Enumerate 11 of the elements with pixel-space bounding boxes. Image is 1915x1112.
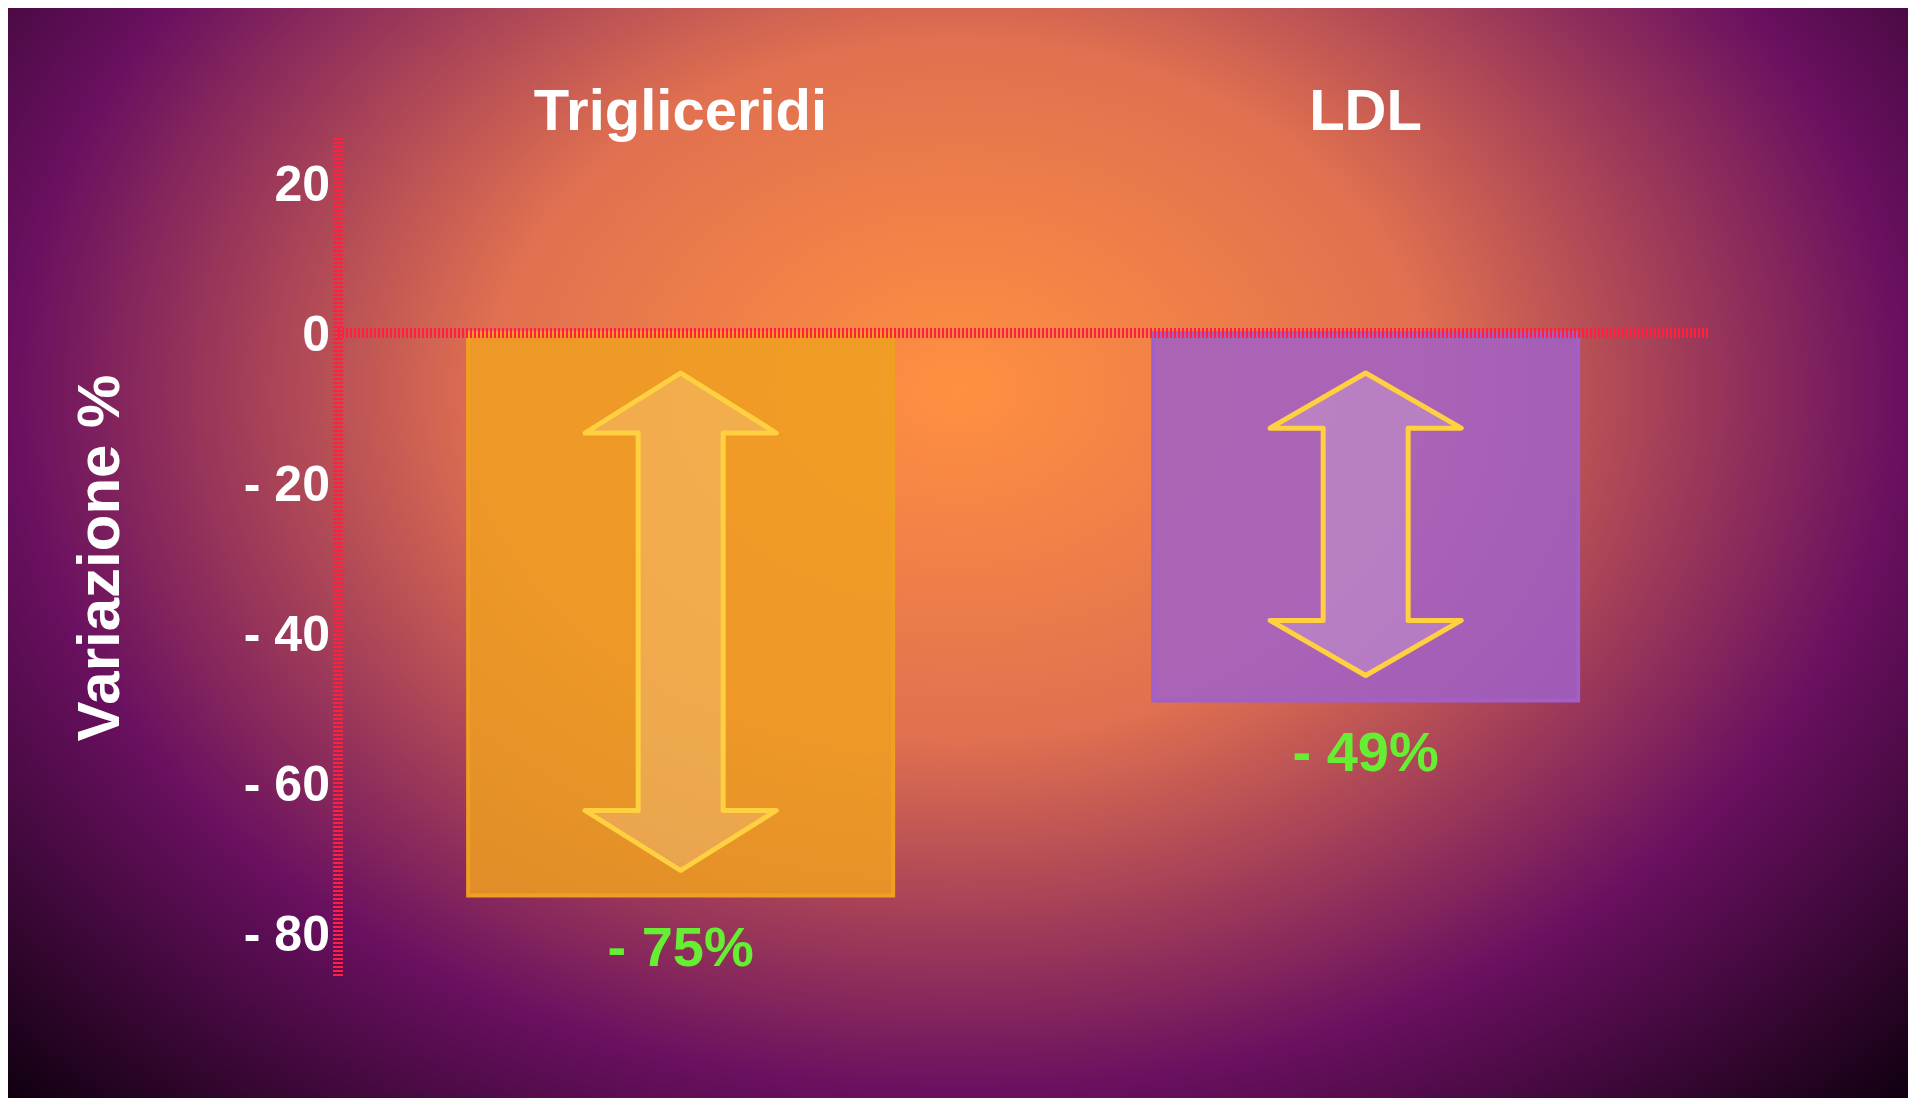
x-tick-label: Trigliceridi [533, 77, 828, 142]
data-label: - 49% [1292, 719, 1439, 783]
y-tick-label: 0 [302, 305, 330, 362]
y-tick-label: - 60 [243, 755, 330, 812]
y-tick-label: - 20 [243, 455, 330, 512]
y-tick-label: - 40 [243, 605, 330, 662]
y-tick-label: - 80 [243, 905, 330, 962]
data-label: - 75% [607, 914, 754, 978]
y-tick-label: 20 [274, 155, 330, 212]
y-axis-title: Variazione % [65, 374, 133, 742]
x-tick-label: LDL [1309, 77, 1422, 142]
